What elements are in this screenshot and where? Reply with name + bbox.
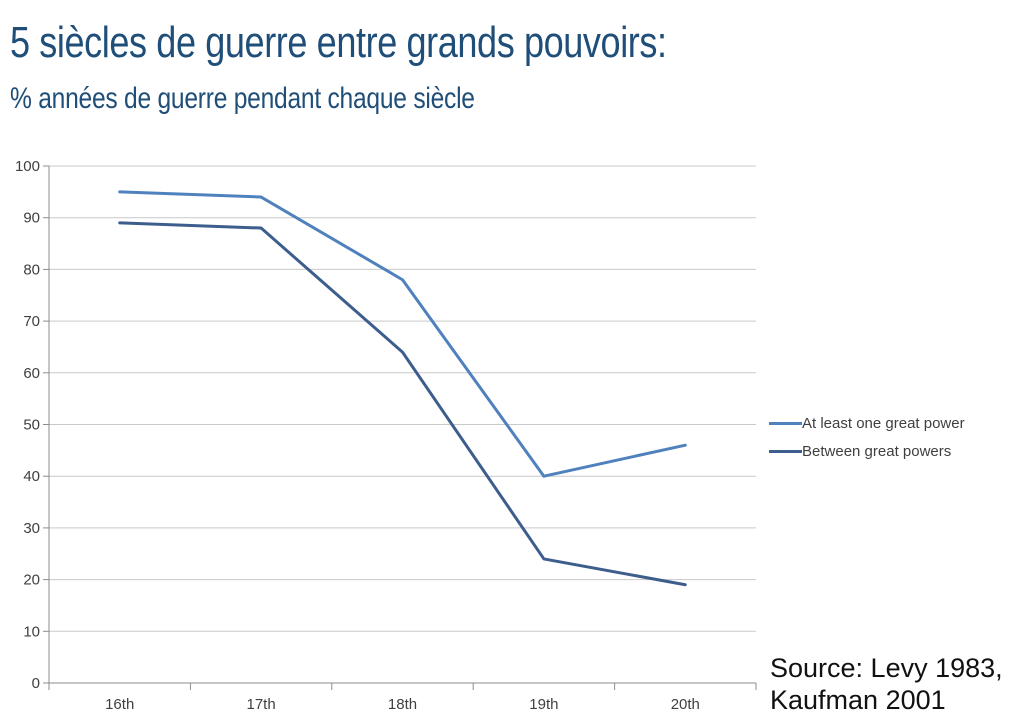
x-tick-label: 17th xyxy=(246,696,275,713)
x-tick-label: 16th xyxy=(105,696,134,713)
y-tick-label: 20 xyxy=(23,572,40,589)
y-tick-label: 30 xyxy=(23,520,40,537)
source-line-2: Kaufman 2001 xyxy=(770,684,946,715)
y-tick-label: 60 xyxy=(23,365,40,382)
y-tick-label: 100 xyxy=(15,158,40,175)
y-tick-label: 70 xyxy=(23,313,40,330)
legend-line-marker xyxy=(769,421,802,425)
x-tick-label: 18th xyxy=(388,696,417,713)
y-tick-label: 90 xyxy=(23,210,40,227)
y-tick-label: 50 xyxy=(23,417,40,434)
source-line-1: Source: Levy 1983, xyxy=(770,653,1003,683)
series-line-2 xyxy=(118,221,687,587)
x-tick-label: 19th xyxy=(529,696,558,713)
series-line-1 xyxy=(118,190,687,478)
y-tick-label: 10 xyxy=(23,623,40,640)
legend-entry-at-least-one-great-power: At least one great power xyxy=(769,409,965,437)
x-tick-label: 20th xyxy=(671,696,700,713)
y-tick-label: 40 xyxy=(23,468,40,485)
y-tick-label: 80 xyxy=(23,261,40,278)
legend-entry-between-great-powers: Between great powers xyxy=(769,437,965,465)
legend-line-marker xyxy=(769,449,802,453)
y-tick-label: 0 xyxy=(32,675,40,692)
chart-subtitle: % années de guerre pendant chaque siècle xyxy=(10,82,475,115)
chart-legend: At least one great power Between great p… xyxy=(769,409,965,465)
legend-label: Between great powers xyxy=(802,442,952,460)
chart-title: 5 siècles de guerre entre grands pouvoir… xyxy=(10,18,667,67)
legend-label: At least one great power xyxy=(802,414,965,432)
source-note: Source: Levy 1983, Kaufman 2001 xyxy=(770,653,1003,716)
